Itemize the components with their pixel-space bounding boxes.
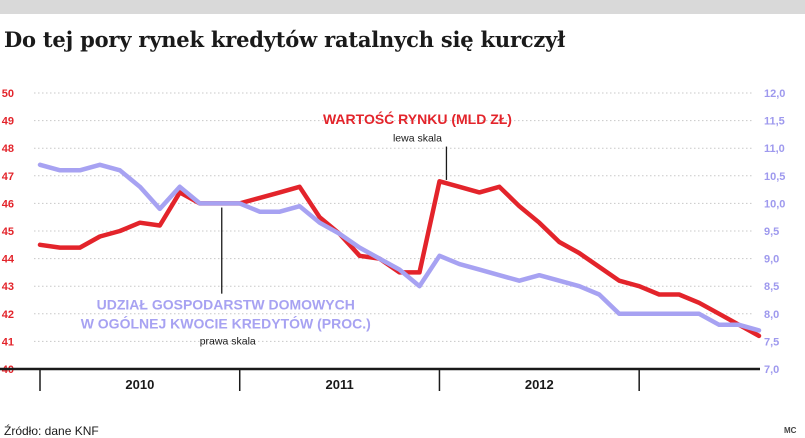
chart-title: Do tej pory rynek kredytów ratalnych się…	[4, 27, 566, 52]
axis-note: lewa skala	[393, 133, 442, 145]
axis-note: prawa skala	[200, 336, 256, 348]
left-tick-label: 42	[2, 309, 14, 321]
right-tick-label: 9,0	[764, 254, 779, 266]
top-rule	[0, 0, 805, 14]
right-tick-label: 8,5	[764, 281, 779, 293]
left-tick-label: 47	[2, 171, 14, 183]
x-tick-label: 2010	[125, 377, 154, 392]
right-tick-label: 12,0	[764, 88, 785, 100]
household-share-line	[37, 162, 762, 333]
left-tick-label: 45	[2, 226, 14, 238]
left-tick-label: 43	[2, 281, 14, 293]
right-tick-label: 7,5	[764, 336, 779, 348]
left-tick-label: 48	[2, 143, 14, 155]
right-tick-label: 7,0	[764, 364, 779, 376]
series-label: W OGÓLNEJ KWOCIE KREDYTÓW (PROC.)	[81, 315, 371, 332]
x-tick-label: 2012	[525, 377, 554, 392]
left-tick-label: 46	[2, 198, 14, 210]
x-tick-label: 2011	[325, 377, 353, 392]
right-tick-label: 10,5	[764, 171, 785, 183]
author-credit: MC	[784, 426, 797, 435]
left-tick-label: 44	[2, 254, 15, 266]
right-tick-label: 11,5	[764, 116, 785, 128]
right-tick-label: 9,5	[764, 226, 779, 238]
left-tick-label: 41	[2, 336, 14, 348]
source-note: Źródło: dane KNF	[4, 424, 99, 438]
left-tick-label: 50	[2, 88, 14, 100]
series-label: WARTOŚĆ RYNKU (MLD ZŁ)	[323, 110, 512, 127]
right-tick-label: 11,0	[764, 143, 785, 155]
right-tick-label: 8,0	[764, 309, 779, 321]
left-tick-label: 49	[2, 116, 14, 128]
series-label: UDZIAŁ GOSPODARSTW DOMOWYCH	[97, 297, 355, 313]
right-tick-label: 10,0	[764, 198, 785, 210]
